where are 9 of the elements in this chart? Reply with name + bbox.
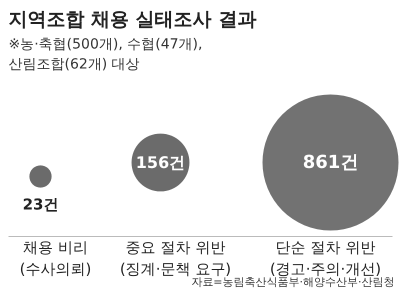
data-label: 23건: [22, 196, 58, 214]
text: 자료=농림축산식품부·해양수산부·산림청: [191, 276, 395, 288]
category-label: 단순 절차 위반 (경고·주의·개선): [270, 238, 382, 278]
data-label: 861건: [302, 152, 358, 173]
text: ※농·축협(500개), 수협(47개), 산림조합(62개) 대상: [8, 36, 202, 72]
category-label: 중요 절차 위반 (징계·문책 요구): [120, 238, 232, 278]
category-label: 채용 비리 (수사의뢰): [20, 238, 92, 278]
text: 지역조합 채용 실태조사 결과: [8, 8, 256, 30]
data-label: 156건: [136, 153, 186, 172]
